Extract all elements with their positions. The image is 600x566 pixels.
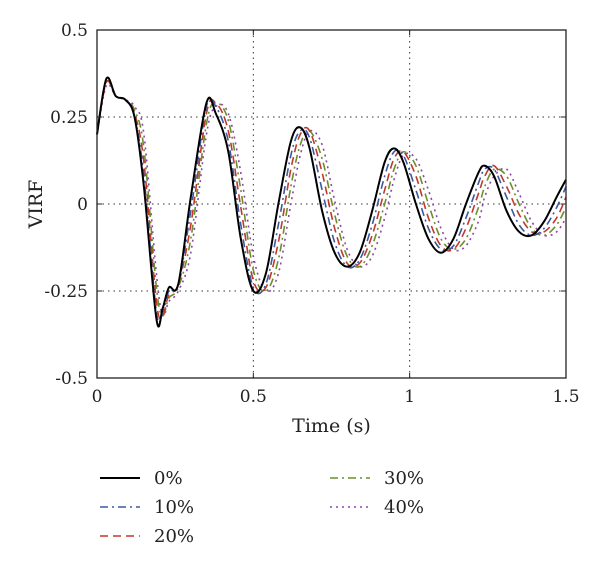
series-lines	[96, 76, 567, 328]
legend-label: 10%	[154, 497, 194, 518]
x-tick-label: 1.5	[552, 387, 579, 407]
y-tick-label: -0.5	[55, 369, 88, 389]
y-axis-ticks: -0.5 -0.25 0 0.25 0.5	[44, 21, 566, 389]
y-tick-label: 0.5	[61, 21, 88, 41]
legend-label: 40%	[384, 497, 424, 518]
y-tick-label: 0.25	[50, 108, 88, 128]
y-axis-label: VIRF	[25, 180, 47, 230]
x-axis-label: Time (s)	[292, 415, 371, 437]
legend-label: 20%	[154, 526, 194, 547]
y-tick-label: -0.25	[44, 282, 88, 302]
series-line-0pct	[96, 76, 567, 328]
legend-label: 0%	[154, 468, 183, 489]
x-axis-ticks: 0 0.5 1 1.5	[92, 30, 580, 407]
legend-label: 30%	[384, 468, 424, 489]
legend: 0% 10% 20% 30% 40%	[100, 468, 424, 547]
x-tick-label: 0.5	[240, 387, 267, 407]
y-tick-label: 0	[77, 195, 88, 215]
x-tick-label: 0	[92, 387, 103, 407]
series-line-40pct	[96, 83, 567, 318]
x-tick-label: 1	[404, 387, 415, 407]
series-line-30pct	[96, 80, 567, 317]
